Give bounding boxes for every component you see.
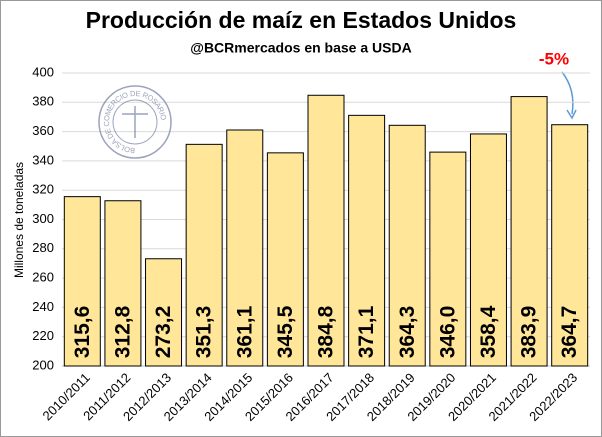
value-label: 351,3 [193, 306, 216, 359]
value-label: 345,5 [274, 305, 297, 358]
bar [551, 124, 589, 367]
y-tick-label: 280 [32, 240, 54, 255]
y-tick-label: 400 [32, 64, 54, 79]
y-tick-label: 260 [32, 270, 54, 285]
annotation: -5% [539, 49, 569, 68]
bar [348, 114, 386, 367]
bar [145, 258, 183, 367]
bar [429, 151, 467, 367]
chart-subtitle: @BCRmercados en base a USDA [190, 40, 411, 56]
chart-title: Producción de maíz en Estados Unidos [86, 7, 517, 33]
value-label: 273,2 [152, 306, 175, 359]
bar [63, 196, 101, 367]
y-tick-label: 360 [32, 123, 54, 138]
value-label: 312,8 [111, 305, 134, 358]
bar [185, 143, 223, 367]
value-label: 364,3 [396, 306, 419, 359]
value-label: 371,1 [355, 305, 378, 358]
value-label: 346,0 [436, 306, 459, 359]
value-label: 358,4 [477, 305, 500, 358]
bar [266, 152, 304, 367]
value-label: 364,7 [558, 306, 581, 359]
value-label: 315,6 [71, 306, 94, 359]
y-tick-label: 380 [32, 94, 54, 109]
y-tick-label: 320 [32, 182, 54, 197]
annotation-arrow [561, 71, 574, 115]
y-axis-label: Millones de toneladas [12, 162, 26, 278]
y-tick-label: 240 [32, 299, 54, 314]
value-label: 361,1 [233, 305, 256, 358]
y-tick-label: 220 [32, 328, 54, 343]
bar [388, 124, 426, 367]
y-tick-label: 340 [32, 152, 54, 167]
bar [104, 200, 142, 367]
bar [307, 94, 345, 367]
y-tick-label: 200 [32, 357, 54, 372]
value-label: 384,8 [315, 305, 338, 358]
annotation-arrow-head [566, 109, 577, 120]
y-tick-label: 300 [32, 211, 54, 226]
bar [510, 96, 548, 367]
bar [469, 133, 507, 367]
bar [226, 129, 264, 367]
value-label: 383,9 [518, 306, 541, 359]
